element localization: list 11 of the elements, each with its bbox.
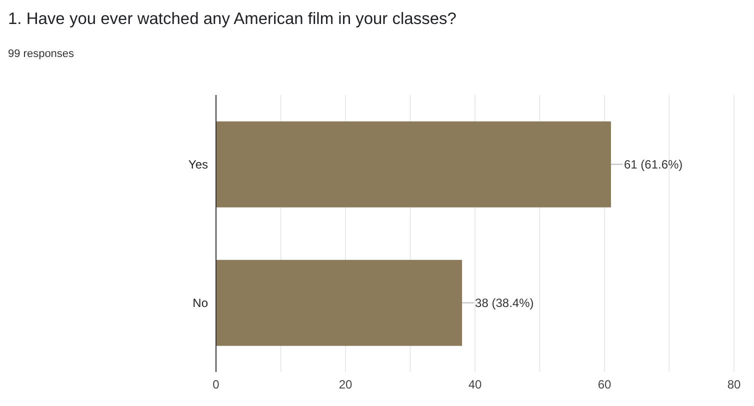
y-tick-label: Yes <box>188 158 208 172</box>
x-tick-label: 20 <box>338 378 352 392</box>
x-tick-label: 60 <box>598 378 612 392</box>
x-tick-label: 0 <box>212 378 220 392</box>
text: 99 responses <box>8 48 76 62</box>
data-label: 61 (61.6%) <box>624 158 683 172</box>
y-tick-label: No <box>192 296 208 310</box>
chart-title: 1. Have you ever watched any American film in your classes? <box>8 10 458 30</box>
x-tick-label: 80 <box>727 378 741 392</box>
data-label: 38 (38.4%) <box>475 296 534 310</box>
x-tick-label: 40 <box>468 378 482 392</box>
